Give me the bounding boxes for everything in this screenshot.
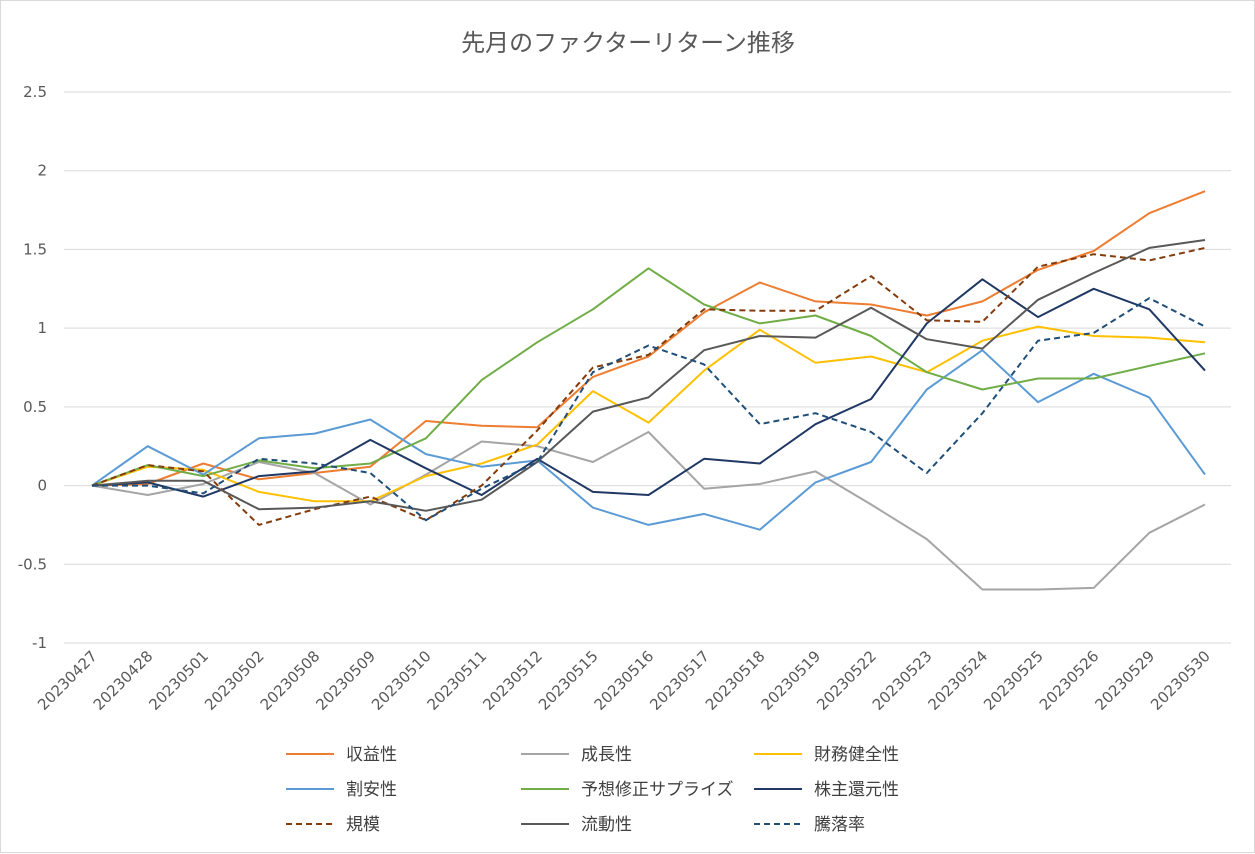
legend-label: 予想修正サプライズ xyxy=(581,780,734,800)
x-axis-ticks: 2023042720230428202305012023050220230508… xyxy=(34,647,1214,714)
x-tick-label: 20230512 xyxy=(479,647,546,714)
series-line-3 xyxy=(91,349,1206,531)
x-tick-label: 20230525 xyxy=(980,647,1047,714)
x-tick-label: 20230526 xyxy=(1036,647,1103,714)
series-line-8 xyxy=(92,297,1206,522)
legend-label: 規模 xyxy=(346,815,380,835)
x-tick-label: 20230517 xyxy=(646,647,713,714)
y-tick-label: 2 xyxy=(37,162,47,180)
x-tick-label: 20230524 xyxy=(925,647,992,714)
x-tick-label: 20230519 xyxy=(758,647,825,714)
y-tick-label: 1 xyxy=(37,319,47,337)
x-tick-label: 20230516 xyxy=(591,647,658,714)
legend-label: 収益性 xyxy=(346,745,397,765)
legend-label: 騰落率 xyxy=(814,815,865,835)
x-tick-label: 20230508 xyxy=(257,647,324,714)
legend-label: 株主還元性 xyxy=(814,780,899,800)
series-line-5 xyxy=(91,278,1206,498)
legend-label: 割安性 xyxy=(346,780,397,800)
x-tick-label: 20230511 xyxy=(424,647,491,714)
y-tick-label: -1 xyxy=(32,634,47,652)
series-line-1 xyxy=(91,431,1206,591)
y-tick-label: -0.5 xyxy=(18,555,47,573)
x-tick-label: 20230509 xyxy=(312,647,379,714)
series-line-6 xyxy=(91,246,1206,526)
y-tick-label: 2.5 xyxy=(23,83,47,101)
legend-label: 成長性 xyxy=(581,745,632,765)
x-tick-label: 20230427 xyxy=(34,647,101,714)
x-tick-label: 20230510 xyxy=(368,647,435,714)
x-tick-label: 20230530 xyxy=(1147,647,1214,714)
x-tick-label: 20230428 xyxy=(90,647,157,714)
series-line-2 xyxy=(91,325,1206,503)
x-tick-label: 20230523 xyxy=(869,647,936,714)
series-line-7 xyxy=(91,239,1206,512)
x-tick-label: 20230502 xyxy=(201,647,268,714)
x-tick-label: 20230518 xyxy=(702,647,769,714)
chart-title: 先月のファクターリターン推移 xyxy=(461,29,795,57)
x-tick-label: 20230515 xyxy=(535,647,602,714)
x-tick-label: 20230522 xyxy=(813,647,880,714)
series-line-4 xyxy=(91,267,1206,487)
x-tick-label: 20230529 xyxy=(1091,647,1158,714)
y-tick-label: 1.5 xyxy=(23,240,47,258)
y-tick-label: 0.5 xyxy=(23,398,47,416)
gridlines xyxy=(64,91,1231,644)
y-axis-ticks: 2.5 2 1.5 1 0.5 0 -0.5 -1 xyxy=(18,83,47,652)
legend-label: 流動性 xyxy=(581,815,632,835)
x-tick-label: 20230501 xyxy=(145,647,212,714)
series-line-0 xyxy=(91,190,1206,487)
legend-label: 財務健全性 xyxy=(814,745,899,765)
y-tick-label: 0 xyxy=(37,477,47,495)
series-lines xyxy=(91,190,1206,591)
